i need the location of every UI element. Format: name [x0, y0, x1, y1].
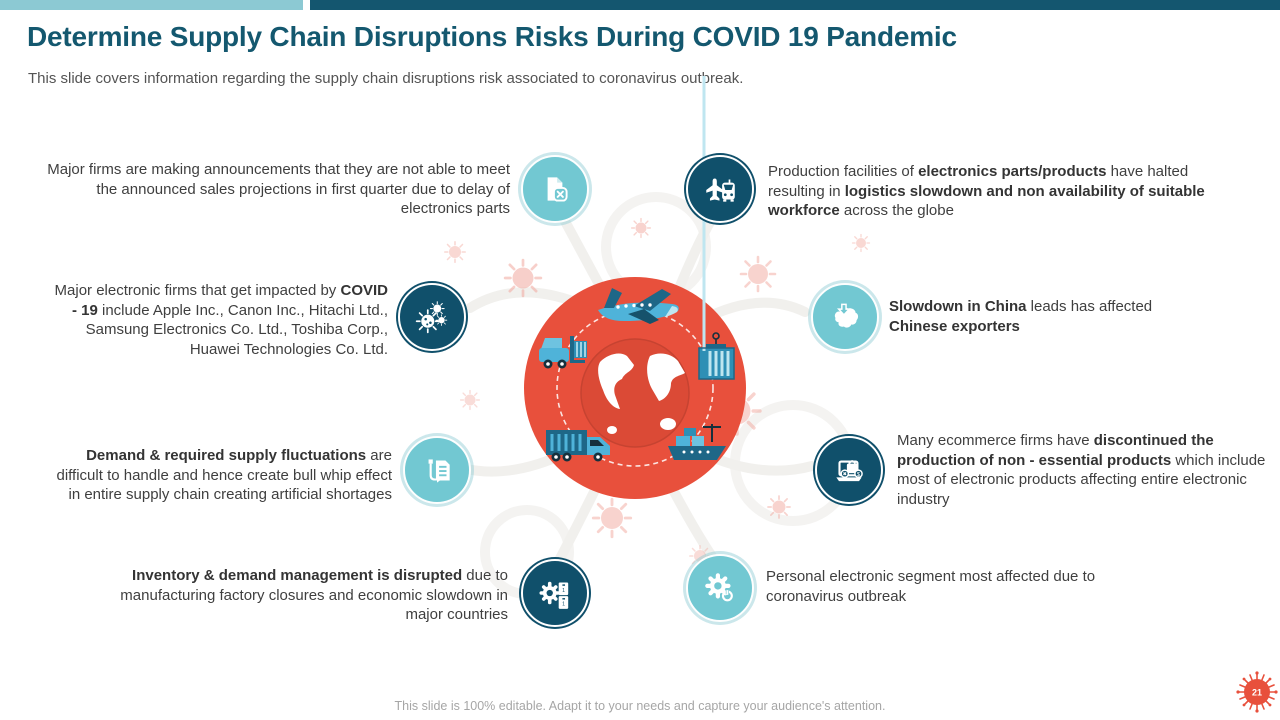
virus-particle — [630, 217, 652, 239]
cargo-ship-icon — [668, 424, 726, 460]
gear-power-icon — [686, 554, 754, 622]
risk-item-text: Inventory & demand management is disrupt… — [120, 567, 508, 623]
virus-particle — [739, 255, 777, 293]
svg-text:1: 1 — [562, 588, 565, 594]
top-accent-bar-right — [310, 0, 1280, 10]
top-accent-bar-left — [0, 0, 303, 10]
virus-particle — [459, 389, 481, 411]
slide-number-badge: 21 — [1236, 671, 1278, 713]
page-title: Determine Supply Chain Disruptions Risks… — [27, 21, 957, 52]
risk-item-text: Production facilities of electronics par… — [768, 163, 1205, 219]
globe-icon — [580, 338, 690, 448]
truck-icon — [546, 430, 610, 462]
risk-item-text: Personal electronic segment most affecte… — [766, 568, 1096, 605]
document-cancel-icon — [521, 155, 589, 223]
risk-item-text: Demand & required supply fluctuations ar… — [56, 447, 392, 503]
plane-truck-icon — [686, 155, 754, 223]
virus-particle — [851, 233, 871, 253]
virus-badge-icon — [1236, 671, 1278, 713]
virus-particle — [444, 241, 466, 263]
risk-item-text: Major electronic firms that get impacted… — [54, 282, 388, 358]
virus-particle — [767, 495, 791, 519]
risk-item-text: Major firms are making announcements tha… — [47, 161, 510, 217]
svg-text:$: $ — [857, 472, 861, 478]
svg-text:1: 1 — [562, 602, 565, 608]
risk-item-text: Many ecommerce firms have discontinued t… — [897, 432, 1266, 508]
risk-item-text: Slowdown in China leads has affected Chi… — [889, 298, 1153, 335]
laptop-shopping-icon: $ — [815, 436, 883, 504]
virus-particle — [591, 497, 633, 539]
china-map-icon — [811, 283, 879, 351]
dashed-ring — [556, 309, 714, 467]
slide-number: 21 — [1252, 688, 1262, 698]
workflow-document-icon — [403, 436, 471, 504]
airplane-icon — [598, 288, 679, 324]
page-subtitle: This slide covers information regarding … — [28, 70, 744, 87]
footer-note: This slide is 100% editable. Adapt it to… — [394, 699, 886, 713]
forklift-icon — [539, 336, 587, 369]
virus-particle — [503, 258, 543, 298]
virus-icon — [398, 283, 466, 351]
